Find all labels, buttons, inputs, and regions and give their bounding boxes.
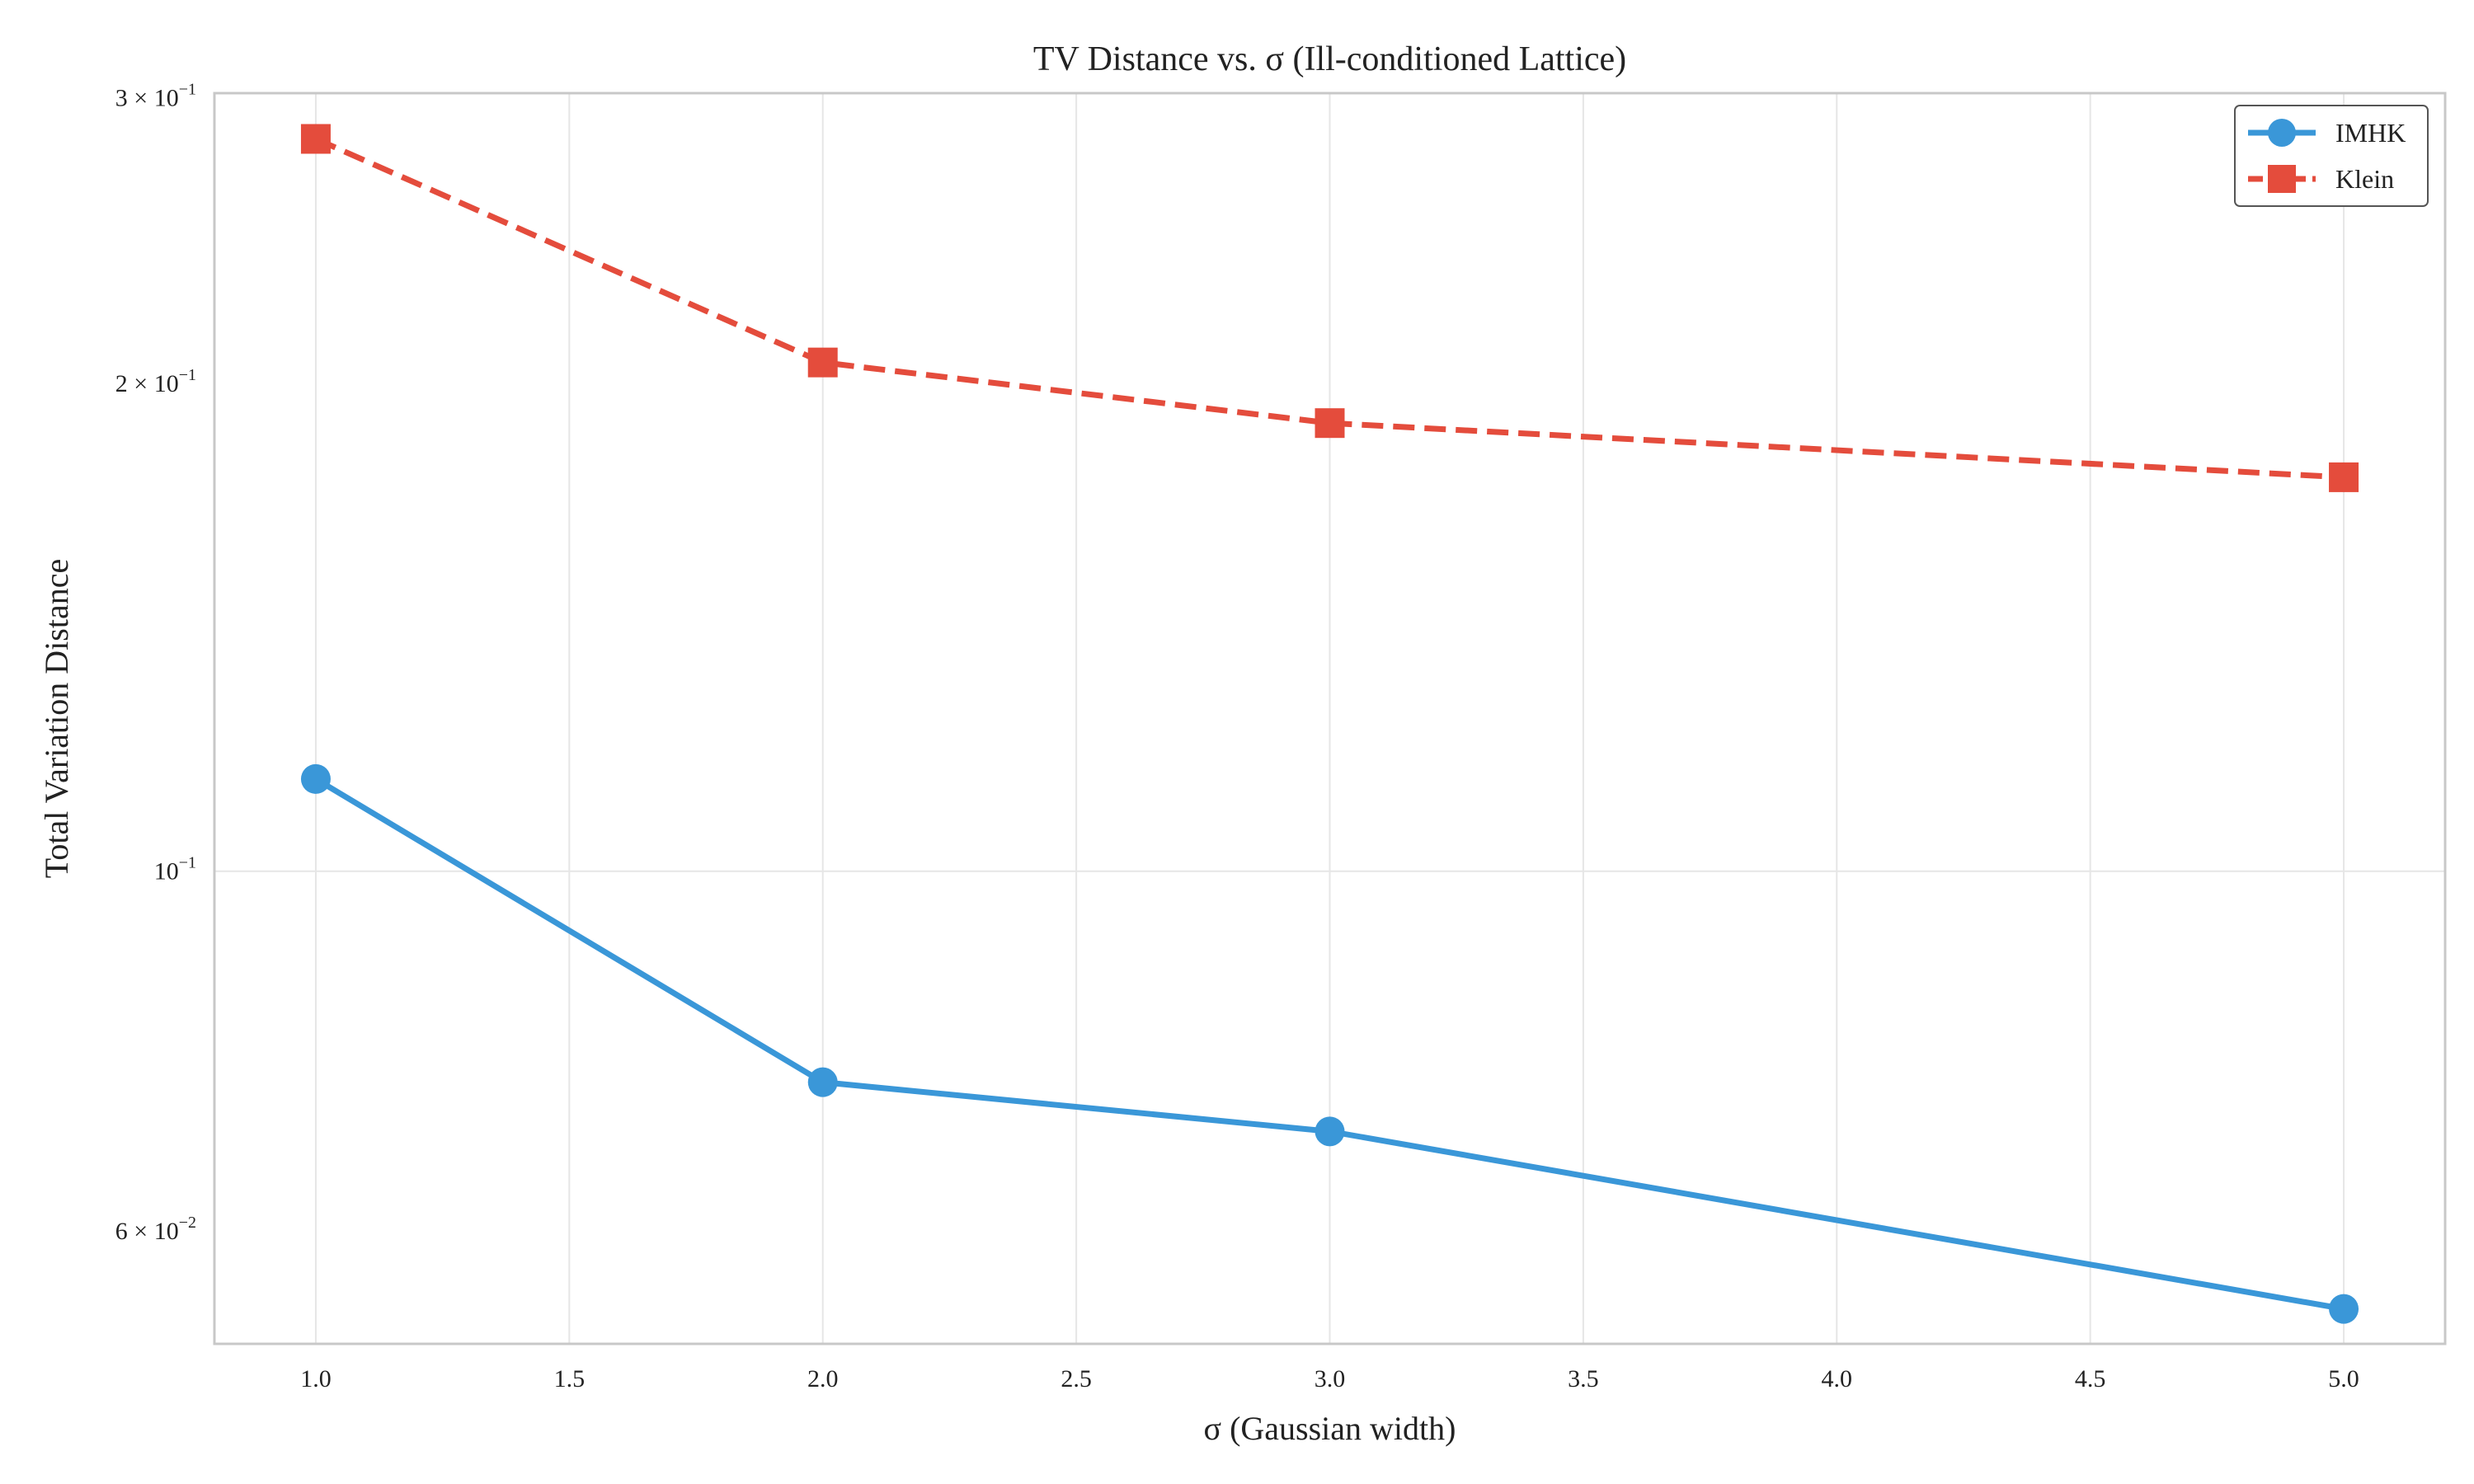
- legend-label-imhk: IMHK: [2335, 118, 2406, 148]
- legend: IMHK Klein: [2234, 105, 2429, 207]
- x-tick-label: 4.5: [2075, 1365, 2106, 1392]
- x-axis-label: σ (Gaussian width): [1204, 1410, 1456, 1447]
- series-line-klein: [314, 136, 2345, 481]
- data-point-klein: [1315, 408, 1345, 439]
- x-tick-label: 4.0: [1822, 1365, 1853, 1392]
- y-axis-ticks: 3 × 10−1 2 × 10−1 10−1 6 × 10−2: [115, 81, 196, 1245]
- data-point-imhk: [1315, 1116, 1345, 1147]
- y-tick-label: 10−1: [154, 854, 196, 885]
- data-point-klein: [2329, 462, 2359, 492]
- x-tick-label: 3.5: [1568, 1365, 1599, 1392]
- data-point-klein: [807, 347, 838, 378]
- legend-marker-klein: [2268, 165, 2296, 193]
- data-point-imhk: [300, 763, 331, 794]
- x-tick-label: 3.0: [1315, 1365, 1346, 1392]
- data-point-imhk: [807, 1067, 838, 1097]
- y-tick-label: 3 × 10−1: [115, 81, 196, 112]
- x-tick-label: 5.0: [2328, 1365, 2359, 1392]
- x-tick-label: 2.5: [1061, 1365, 1092, 1392]
- legend-label-klein: Klein: [2335, 164, 2394, 194]
- x-axis-ticks: 1.0 1.5 2.0 2.5 3.0 3.5 4.0 4.5 5.0: [300, 1365, 2359, 1392]
- plot-frame: [213, 92, 2447, 1345]
- series-layer: [300, 124, 2359, 1324]
- y-tick-label: 2 × 10−1: [115, 366, 196, 397]
- x-tick-label: 1.5: [554, 1365, 586, 1392]
- grid: [214, 93, 2445, 1344]
- x-tick-label: 1.0: [300, 1365, 332, 1392]
- y-axis-label: Total Variation Distance: [38, 559, 75, 878]
- series-line-imhk: [314, 776, 2345, 1313]
- y-tick-label: 6 × 10−2: [115, 1214, 196, 1245]
- data-point-klein: [300, 124, 331, 154]
- data-point-imhk: [2329, 1294, 2359, 1324]
- x-tick-label: 2.0: [807, 1365, 839, 1392]
- legend-marker-imhk: [2268, 119, 2296, 147]
- chart-title: TV Distance vs. σ (Ill-conditioned Latti…: [1033, 40, 1626, 78]
